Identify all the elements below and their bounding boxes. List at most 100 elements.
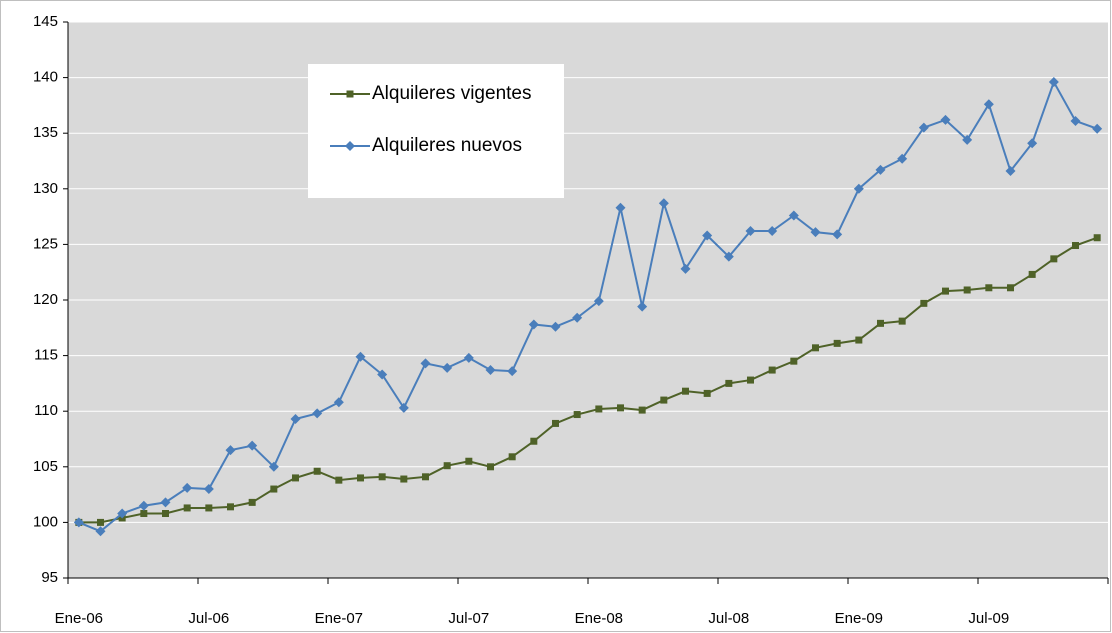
legend-marker	[346, 90, 354, 98]
marker	[1048, 77, 1059, 88]
marker	[855, 336, 863, 344]
marker	[788, 210, 799, 221]
marker	[292, 474, 299, 482]
marker	[660, 396, 668, 404]
marker	[162, 510, 169, 518]
marker	[357, 474, 364, 482]
y-tick-label: 95	[41, 569, 58, 586]
marker	[248, 498, 256, 506]
marker	[723, 251, 734, 262]
marker	[270, 485, 278, 493]
y-tick-label: 105	[33, 458, 58, 475]
marker	[420, 358, 431, 369]
marker	[247, 440, 258, 451]
legend-label: Alquileres nuevos	[372, 135, 522, 156]
y-tick-label: 120	[33, 291, 58, 308]
marker	[573, 411, 581, 419]
marker	[1050, 255, 1058, 263]
marker	[1092, 123, 1103, 134]
marker	[1027, 138, 1038, 149]
marker	[877, 319, 884, 327]
marker	[1070, 115, 1081, 126]
y-tick-label: 145	[33, 13, 58, 30]
line	[78, 236, 1098, 524]
y-tick-label: 140	[33, 69, 58, 86]
legend-marker	[345, 141, 355, 151]
marker	[1007, 284, 1014, 292]
marker	[400, 475, 408, 483]
marker	[313, 467, 321, 475]
marker	[595, 405, 603, 413]
marker	[985, 284, 993, 292]
marker	[1093, 234, 1101, 242]
marker	[832, 229, 843, 240]
marker	[508, 453, 516, 461]
marker	[593, 296, 604, 307]
marker	[702, 230, 713, 241]
y-tick-label: 135	[33, 124, 58, 141]
marker	[160, 497, 171, 508]
marker	[138, 500, 149, 511]
marker	[487, 463, 494, 471]
marker	[942, 287, 949, 295]
y-tick-label: 115	[34, 347, 58, 364]
marker	[507, 366, 518, 377]
x-tick-label: Ene-07	[315, 610, 363, 627]
marker	[898, 317, 906, 325]
marker	[377, 369, 388, 380]
marker	[335, 476, 343, 484]
marker	[682, 387, 689, 395]
marker	[920, 299, 928, 307]
y-tick-label: 130	[33, 180, 58, 197]
y-tick-label: 100	[33, 513, 58, 530]
marker	[617, 404, 624, 412]
marker	[443, 462, 451, 470]
y-tick-label: 125	[33, 235, 58, 252]
marker	[333, 397, 344, 408]
marker	[528, 319, 539, 330]
marker	[983, 99, 994, 110]
marker	[117, 508, 128, 519]
marker	[812, 344, 819, 352]
marker	[1005, 166, 1016, 177]
x-tick-label: Jul-07	[448, 610, 489, 627]
marker	[552, 419, 559, 427]
marker	[790, 357, 798, 365]
marker	[268, 461, 279, 472]
marker	[182, 482, 193, 493]
marker	[225, 445, 236, 456]
legend-label: Alquileres vigentes	[372, 83, 531, 104]
marker	[725, 379, 733, 387]
marker	[203, 484, 214, 495]
marker	[637, 301, 648, 312]
marker	[463, 352, 474, 363]
x-tick-label: Jul-09	[968, 610, 1009, 627]
marker	[918, 122, 929, 133]
marker	[398, 402, 409, 413]
marker	[205, 504, 213, 512]
marker	[703, 389, 711, 397]
marker	[680, 263, 691, 274]
marker	[745, 226, 756, 237]
marker	[658, 198, 669, 209]
marker	[747, 376, 754, 384]
marker	[442, 362, 453, 373]
x-tick-label: Jul-08	[708, 610, 749, 627]
marker	[485, 365, 496, 376]
marker	[962, 134, 973, 145]
marker	[183, 504, 191, 512]
marker	[530, 437, 538, 445]
marker	[572, 312, 583, 323]
marker	[140, 510, 148, 518]
x-tick-label: Jul-06	[188, 610, 229, 627]
marker	[940, 114, 951, 125]
marker	[97, 518, 104, 526]
marker	[768, 366, 776, 374]
marker	[810, 227, 821, 238]
marker	[875, 164, 886, 175]
marker	[1028, 270, 1036, 278]
marker	[227, 503, 234, 511]
x-tick-label: Ene-06	[55, 610, 103, 627]
